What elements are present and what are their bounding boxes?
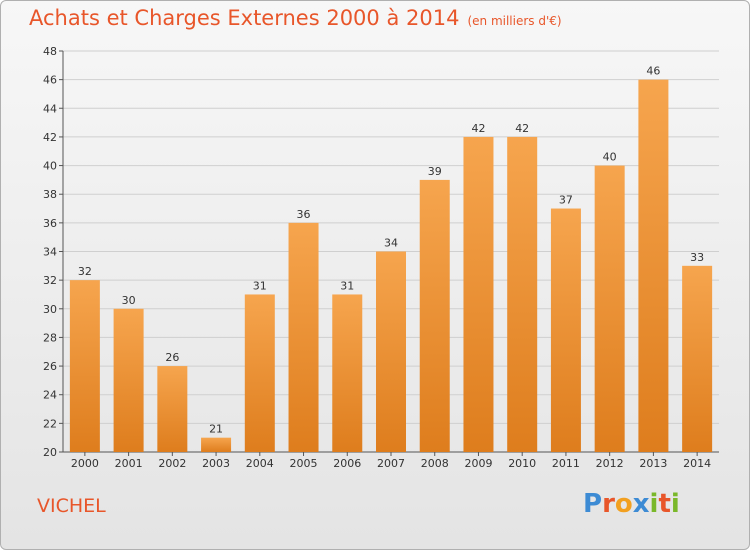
data-label: 33 [690, 251, 704, 264]
data-label: 21 [209, 423, 223, 436]
y-tick-label: 30 [43, 303, 57, 316]
data-label: 46 [646, 65, 660, 78]
bar [419, 179, 450, 452]
bar [332, 294, 363, 452]
logo-letter: P [583, 489, 603, 519]
bar [638, 79, 669, 453]
bar [463, 136, 494, 452]
logo-letter: r [602, 489, 615, 519]
y-tick-label: 40 [43, 160, 57, 173]
y-tick-label: 38 [43, 188, 57, 201]
y-tick-label: 26 [43, 360, 57, 373]
x-tick-labels: 2000 2001 2002 2003 2004 2005 2006 2007 2008 2009… [71, 457, 711, 470]
data-label: 36 [297, 208, 311, 221]
y-tick-label: 48 [43, 45, 57, 58]
logo-letter: t [658, 489, 671, 519]
data-label: 31 [340, 279, 354, 292]
x-tick-label: 2001 [115, 457, 143, 470]
y-tick-label: 46 [43, 74, 57, 87]
data-label: 42 [515, 122, 529, 135]
chart-title: Achats et Charges Externes 2000 à 2014 (e… [29, 6, 562, 30]
data-labels: 32 30 26 21 31 36 31 34 39 42 42 37 40 46 33 [78, 65, 704, 436]
y-tick-labels: 20 22 24 26 28 30 32 34 36 38 40 42 44 46 48 [43, 45, 57, 459]
x-tick-label: 2008 [421, 457, 449, 470]
data-label: 42 [471, 122, 485, 135]
bar [682, 265, 713, 452]
x-tick-label: 2002 [158, 457, 186, 470]
bars [69, 79, 713, 453]
bar [376, 251, 406, 452]
y-tick-label: 42 [43, 131, 57, 144]
x-tick-label: 2000 [71, 457, 99, 470]
bar [157, 366, 188, 452]
x-tick-label: 2011 [552, 457, 580, 470]
x-tick-label: 2006 [333, 457, 361, 470]
logo-letter: o [614, 489, 633, 519]
logo-letter: x [632, 489, 650, 519]
data-label: 31 [253, 279, 267, 292]
bar [594, 165, 625, 453]
data-label: 34 [384, 237, 398, 250]
chart-subtitle: (en milliers d'€) [467, 14, 562, 28]
y-tick-label: 22 [43, 417, 57, 430]
bar [550, 208, 581, 452]
y-tick-label: 24 [43, 389, 57, 402]
x-tick-label: 2014 [683, 457, 711, 470]
proxiti-logo: Proxiti [583, 489, 680, 519]
data-label: 26 [165, 351, 179, 364]
logo-letter: i [649, 489, 659, 519]
bar [507, 136, 538, 452]
y-tick-label: 28 [43, 331, 57, 344]
y-tick-label: 44 [43, 102, 57, 115]
x-tick-label: 2004 [246, 457, 274, 470]
x-tick-label: 2012 [596, 457, 624, 470]
data-label: 39 [428, 165, 442, 178]
y-tick-label: 34 [43, 246, 57, 259]
bar [201, 437, 232, 452]
data-label: 30 [122, 294, 136, 307]
x-tick-label: 2010 [508, 457, 536, 470]
y-tick-label: 20 [43, 446, 57, 459]
logo-letter: i [670, 489, 680, 519]
data-label: 40 [603, 151, 617, 164]
bar [113, 308, 144, 452]
x-tick-label: 2007 [377, 457, 405, 470]
x-tick-label: 2005 [290, 457, 318, 470]
x-tick-label: 2013 [639, 457, 667, 470]
chart-title-text: Achats et Charges Externes 2000 à 2014 [29, 6, 460, 30]
bar [69, 280, 100, 452]
bar [244, 294, 275, 452]
commune-name: VICHEL [37, 495, 106, 517]
data-label: 37 [559, 194, 573, 207]
data-label: 32 [78, 265, 92, 278]
x-tick-label: 2009 [464, 457, 492, 470]
bar [288, 222, 319, 452]
y-tick-label: 32 [43, 274, 57, 287]
x-tick-label: 2003 [202, 457, 230, 470]
y-tick-label: 36 [43, 217, 57, 230]
